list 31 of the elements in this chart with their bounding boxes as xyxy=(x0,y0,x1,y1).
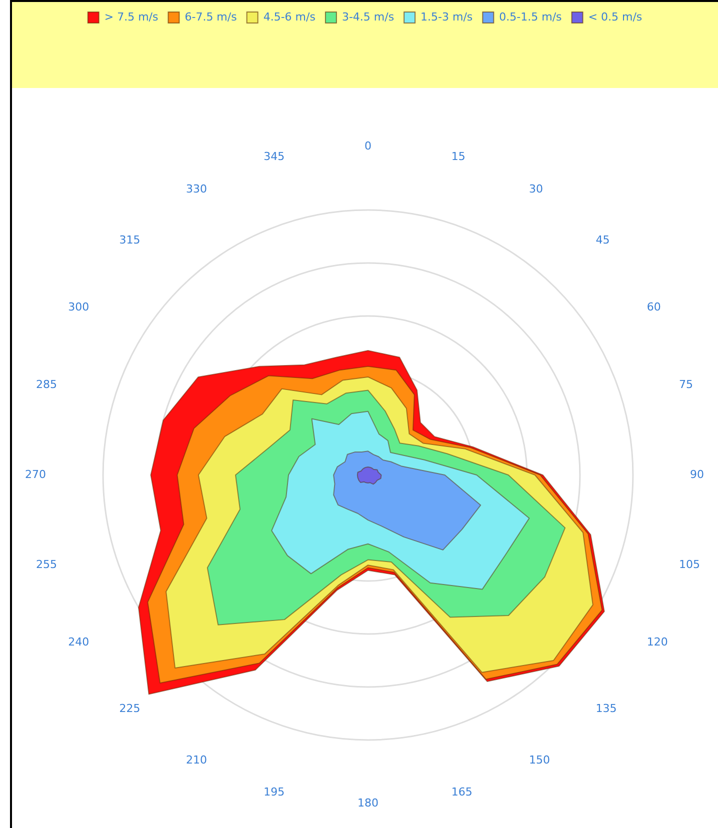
legend-label: 6-7.5 m/s xyxy=(184,10,238,24)
spoke-label: 255 xyxy=(36,558,57,571)
legend-label: < 0.5 m/s xyxy=(588,10,642,24)
spoke-label: 75 xyxy=(679,378,694,391)
spoke-label: 240 xyxy=(68,635,90,648)
legend-label: 3-4.5 m/s xyxy=(342,10,394,24)
spoke-label: 315 xyxy=(119,234,140,247)
legend-label: 4.5-6 m/s xyxy=(263,10,316,24)
spoke-label: 60 xyxy=(646,300,661,314)
spoke-label: 45 xyxy=(596,234,610,247)
legend-label: 0.5-1.5 m/s xyxy=(499,10,562,24)
spoke-label: 150 xyxy=(529,753,550,766)
spoke-label: 105 xyxy=(679,558,700,571)
spoke-label: 0 xyxy=(364,139,372,152)
spoke-label: 30 xyxy=(529,182,543,196)
spoke-label: 90 xyxy=(690,468,704,481)
spoke-label: 195 xyxy=(264,785,285,798)
spoke-label: 270 xyxy=(24,468,46,481)
spoke-label: 345 xyxy=(264,150,285,164)
spoke-label: 225 xyxy=(119,702,140,716)
legend-label: > 7.5 m/s xyxy=(104,10,158,24)
spoke-label: 210 xyxy=(186,753,207,766)
spoke-label: 120 xyxy=(646,635,668,648)
spoke-label: 300 xyxy=(68,300,90,314)
spoke-label: 135 xyxy=(596,702,617,716)
spoke-label: 165 xyxy=(451,785,472,798)
spoke-label: 15 xyxy=(451,150,466,164)
spoke-label: 180 xyxy=(358,796,378,810)
legend-label: 1.5-3 m/s xyxy=(420,10,473,24)
spoke-label: 330 xyxy=(186,182,207,196)
spoke-label: 285 xyxy=(36,378,57,391)
